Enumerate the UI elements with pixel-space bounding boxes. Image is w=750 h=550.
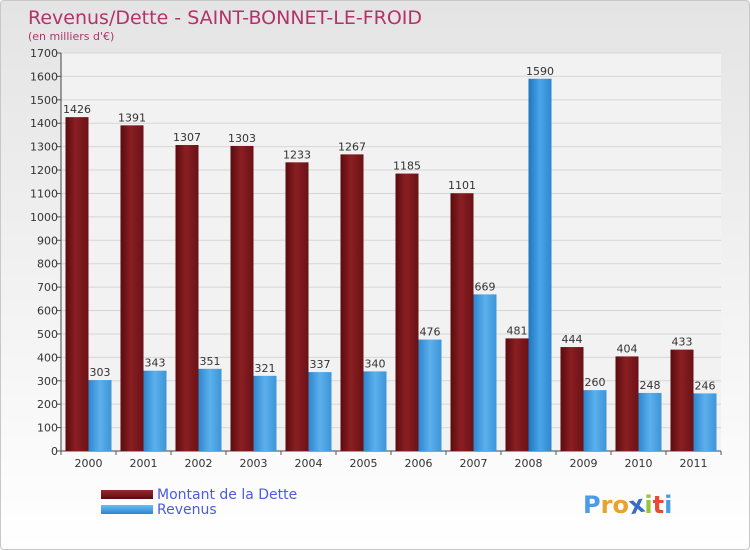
bar-revenue: [143, 370, 167, 451]
data-label-debt: 481: [507, 324, 528, 337]
data-label-revenue: 351: [200, 355, 221, 368]
x-tick-label: 2004: [295, 457, 323, 470]
y-tick-label: 1000: [30, 211, 58, 224]
bar-revenue: [473, 294, 497, 451]
data-label-revenue: 321: [255, 362, 276, 375]
bar-revenue: [363, 371, 387, 451]
data-label-revenue: 248: [640, 379, 661, 392]
bar-debt: [450, 193, 474, 452]
chart-subtitle: (en milliers d'€): [28, 30, 115, 43]
x-tick-label: 2005: [350, 457, 378, 470]
y-tick-label: 0: [51, 445, 58, 458]
data-label-revenue: 246: [695, 379, 716, 392]
legend-swatch-debt: [101, 490, 153, 499]
bar-revenue: [693, 393, 717, 451]
y-tick-label: 200: [37, 398, 58, 411]
bar-revenue: [638, 392, 662, 451]
data-label-debt: 1426: [63, 103, 91, 116]
chart-title: Revenus/Dette - SAINT-BONNET-LE-FROID: [28, 7, 423, 29]
data-label-revenue: 337: [310, 358, 331, 371]
bar-debt: [560, 347, 584, 451]
y-tick-label: 1600: [30, 70, 58, 83]
y-tick-label: 300: [37, 375, 58, 388]
x-tick-label: 2011: [680, 457, 708, 470]
x-tick-label: 2010: [625, 457, 653, 470]
data-label-revenue: 303: [90, 366, 111, 379]
x-tick-label: 2009: [570, 457, 598, 470]
bar-revenue: [528, 78, 552, 452]
data-label-revenue: 340: [365, 357, 386, 370]
data-label-revenue: 476: [420, 326, 441, 339]
data-label-debt: 1233: [283, 148, 311, 161]
x-tick-label: 2008: [515, 457, 543, 470]
x-tick-label: 2003: [240, 457, 268, 470]
logo-letter: o: [612, 491, 629, 519]
bar-revenue: [583, 390, 607, 451]
logo-letter: i: [644, 491, 653, 519]
logo-letter: P: [583, 491, 601, 519]
bar-debt: [230, 145, 254, 451]
y-tick-label: 1700: [30, 47, 58, 60]
bar-debt: [175, 145, 199, 451]
data-label-revenue: 343: [145, 357, 166, 370]
y-tick-label: 800: [37, 258, 58, 271]
y-tick-label: 400: [37, 351, 58, 364]
x-tick-label: 2007: [460, 457, 488, 470]
legend-label-debt: Montant de la Dette: [157, 487, 298, 503]
bar-debt: [120, 125, 144, 452]
bar-revenue: [88, 380, 112, 451]
legend-label-revenue: Revenus: [157, 502, 217, 518]
y-tick-label: 500: [37, 328, 58, 341]
bar-revenue: [253, 375, 277, 451]
bar-debt: [670, 349, 694, 451]
bar-debt: [65, 117, 89, 452]
y-tick-label: 700: [37, 281, 58, 294]
y-tick-label: 1500: [30, 94, 58, 107]
x-tick-label: 2001: [130, 457, 158, 470]
x-tick-label: 2006: [405, 457, 433, 470]
data-label-revenue: 260: [585, 376, 606, 389]
data-label-debt: 1307: [173, 131, 201, 144]
logo-letter: r: [600, 491, 613, 519]
bar-debt: [505, 338, 529, 451]
bar-revenue: [308, 372, 332, 451]
data-label-debt: 1101: [448, 179, 476, 192]
plot-area: [61, 53, 721, 451]
y-tick-label: 900: [37, 234, 58, 247]
y-tick-label: 100: [37, 422, 58, 435]
y-tick-label: 1400: [30, 117, 58, 130]
bar-debt: [395, 173, 419, 451]
data-label-debt: 433: [672, 336, 693, 349]
bar-revenue: [198, 368, 222, 451]
bar-debt: [340, 154, 364, 452]
bar-revenue: [418, 339, 442, 451]
data-label-debt: 404: [617, 342, 638, 355]
data-label-debt: 1391: [118, 111, 146, 124]
bar-debt: [615, 356, 639, 451]
y-tick-label: 1100: [30, 187, 58, 200]
legend-swatch-revenue: [101, 505, 153, 514]
data-label-revenue: 669: [475, 280, 496, 293]
logo-letter: i: [664, 491, 673, 519]
x-tick-label: 2000: [75, 457, 103, 470]
y-tick-label: 1200: [30, 164, 58, 177]
data-label-debt: 1267: [338, 140, 366, 153]
data-label-debt: 444: [562, 333, 583, 346]
x-tick-label: 2002: [185, 457, 213, 470]
data-label-revenue: 1590: [526, 65, 554, 78]
y-tick-label: 1300: [30, 141, 58, 154]
logo-letter: t: [652, 491, 665, 519]
bar-debt: [285, 162, 309, 451]
data-label-debt: 1303: [228, 132, 256, 145]
y-tick-label: 600: [37, 305, 58, 318]
proxiti-logo: Proxiti: [583, 490, 673, 521]
data-label-debt: 1185: [393, 160, 421, 173]
